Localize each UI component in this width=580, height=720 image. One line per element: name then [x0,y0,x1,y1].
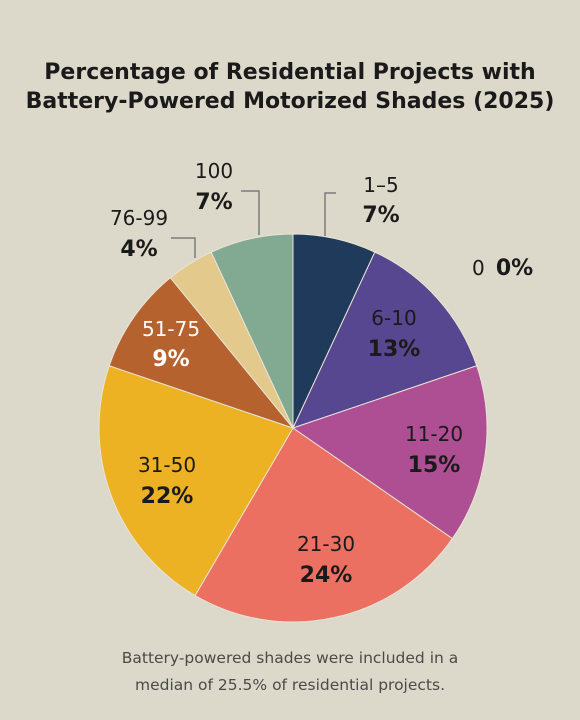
chart-title: Percentage of Residential Projects with … [26,60,555,114]
slice-label-76-99-pct: 4% [120,237,157,262]
slice-labels: 1–5 7% 0 0% 6-10 13% 11-20 15% 21-30 24%… [110,159,533,588]
chart-title-line-2: Battery-Powered Motorized Shades (2025) [26,89,555,114]
slice-label-6-10-pct: 13% [368,337,421,362]
chart-title-line-1: Percentage of Residential Projects with [44,60,535,85]
footnote-line-2: median of 25.5% of residential projects. [135,676,445,694]
footnote-line-1: Battery-powered shades were included in … [122,649,459,667]
slice-label-0-pct: 0% [496,256,533,281]
leader-line-1-5 [324,192,336,236]
slice-label-0: 0 0% [472,256,533,281]
footnote: Battery-powered shades were included in … [122,649,459,694]
slice-label-0-range: 0 [472,256,485,280]
pie-slice-51-75 [108,276,295,430]
pie-slices [98,233,488,623]
slice-label-11-20-range: 11-20 [405,422,463,446]
leader-line-100 [241,190,260,235]
slice-label-100-pct: 7% [195,190,232,215]
slice-label-51-75-pct: 9% [152,347,189,372]
slice-label-1-5-range: 1–5 [363,173,398,197]
pie-slice-6-10 [292,251,478,429]
pie-slice-100 [210,233,294,429]
slice-label-21-30-pct: 24% [300,563,353,588]
leader-lines [171,190,336,258]
slice-label-21-30-range: 21-30 [297,532,355,556]
slice-label-11-20-pct: 15% [408,453,461,478]
slice-label-76-99-range: 76-99 [110,206,168,230]
pie-slice-21-30 [194,427,454,623]
slice-label-100-range: 100 [195,159,233,183]
slice-label-6-10-range: 6-10 [371,306,416,330]
slice-label-1-5-pct: 7% [362,203,399,228]
slice-label-31-50-pct: 22% [141,484,194,509]
slice-label-31-50-range: 31-50 [138,453,196,477]
pie-slice-11-20 [291,365,488,540]
leader-line-76-99 [171,237,196,258]
slice-label-51-75-range: 51-75 [142,317,200,341]
pie-slice-31-50 [98,365,294,597]
